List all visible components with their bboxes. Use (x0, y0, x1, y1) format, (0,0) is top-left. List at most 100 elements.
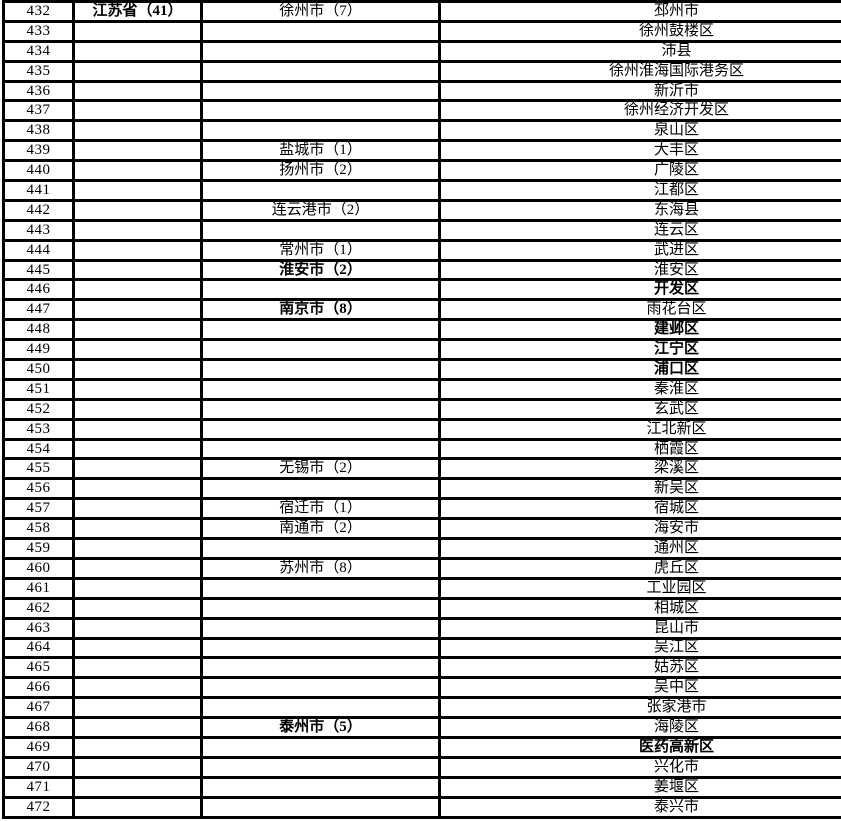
row-number-cell: 454 (2, 437, 75, 461)
cell-text: 玄武区 (653, 400, 699, 417)
district-cell: 张家港市 (438, 696, 841, 720)
table-row: 440 扬州市（2） 广陵区 (2, 159, 841, 183)
cell-text: 江都区 (653, 181, 699, 198)
district-cell: 秦淮区 (438, 377, 841, 401)
row-number-cell: 448 (2, 318, 75, 342)
city-cell: 宿迁市（1） (200, 497, 441, 521)
district-cell: 泰兴市 (438, 795, 841, 819)
table-row: 453 江北新区 (2, 417, 841, 441)
province-cell (72, 258, 203, 282)
row-number-cell: 434 (2, 39, 75, 63)
row-number-cell: 469 (2, 735, 75, 759)
table-row: 450 浦口区 (2, 358, 841, 381)
province-cell (72, 397, 203, 421)
province-cell (72, 656, 203, 680)
table-row: 454 栖霞区 (2, 437, 841, 461)
city-cell: 常州市（1） (200, 238, 441, 262)
city-cell: 连云港市（2） (200, 198, 441, 222)
table-row: 447 南京市（8） 雨花台区 (2, 298, 841, 322)
city-cell: 扬州市（2） (200, 159, 441, 183)
table-row: 444 常州市（1） 武进区 (2, 238, 841, 262)
district-cell: 吴中区 (438, 676, 841, 700)
cell-text: 433 (26, 22, 51, 39)
cell-text: 宿迁市（1） (279, 500, 362, 517)
province-cell (72, 119, 203, 143)
row-number-cell: 437 (2, 99, 75, 123)
row-number-cell: 438 (2, 119, 75, 143)
city-cell (200, 59, 441, 83)
province-cell (72, 437, 203, 461)
city-cell (200, 537, 441, 560)
row-number-cell: 458 (2, 517, 75, 541)
cell-text: 秦淮区 (653, 380, 699, 397)
province-cell (72, 377, 203, 401)
cell-text: 泰州市（5） (279, 719, 362, 735)
cell-text: 444 (26, 241, 51, 258)
cell-text: 徐州淮海国际港务区 (608, 62, 744, 79)
cell-text: 441 (26, 181, 51, 198)
province-cell (72, 616, 203, 640)
city-cell (200, 39, 441, 63)
city-cell (200, 636, 441, 660)
district-cell: 新沂市 (438, 79, 841, 103)
city-cell (200, 775, 441, 799)
district-cell: 海陵区 (438, 716, 841, 739)
district-cell: 吴江区 (438, 636, 841, 660)
cell-text: 常州市（1） (279, 241, 362, 258)
cell-text: 张家港市 (646, 699, 707, 716)
cell-text: 盐城市（1） (279, 142, 362, 159)
district-cell: 栖霞区 (438, 437, 841, 461)
cell-text: 458 (26, 520, 51, 537)
table-row: 436 新沂市 (2, 79, 841, 103)
cell-text: 栖霞区 (653, 440, 699, 457)
cell-text: 452 (26, 400, 51, 417)
cell-text: 开发区 (653, 281, 699, 298)
cell-text: 连云港市（2） (271, 201, 370, 218)
cell-text: 442 (26, 201, 51, 218)
district-cell: 医药高新区 (438, 735, 841, 759)
province-cell (72, 278, 203, 302)
row-number-cell: 432 (2, 0, 75, 23)
row-number-cell: 452 (2, 397, 75, 421)
row-number-cell: 471 (2, 775, 75, 799)
province-cell (72, 318, 203, 342)
province-cell (72, 358, 203, 381)
province-cell (72, 517, 203, 541)
table-row: 471 姜堰区 (2, 775, 841, 799)
cell-text: 455 (26, 460, 51, 477)
cell-text: 463 (26, 619, 51, 636)
row-number-cell: 462 (2, 596, 75, 620)
row-number-cell: 457 (2, 497, 75, 521)
row-number-cell: 470 (2, 755, 75, 779)
cell-text: 雨花台区 (646, 301, 707, 318)
cell-text: 437 (26, 102, 51, 119)
province-cell (72, 497, 203, 521)
city-cell (200, 696, 441, 720)
cell-text: 456 (26, 480, 51, 497)
province-cell (72, 79, 203, 103)
row-number-cell: 449 (2, 338, 75, 362)
row-number-cell: 461 (2, 576, 75, 600)
province-cell (72, 218, 203, 242)
cell-text: 通州区 (653, 539, 699, 556)
cell-text: 姑苏区 (653, 659, 699, 676)
cell-text: 东海县 (653, 201, 699, 218)
cell-text: 449 (26, 341, 51, 358)
row-number-cell: 436 (2, 79, 75, 103)
city-cell: 无锡市（2） (200, 457, 441, 481)
table-row: 433 徐州鼓楼区 (2, 19, 841, 43)
city-cell (200, 576, 441, 600)
table-row: 448 建邺区 (2, 318, 841, 342)
row-number-cell: 460 (2, 556, 75, 580)
cell-text: 460 (26, 559, 51, 576)
table-row: 456 新吴区 (2, 477, 841, 501)
province-cell (72, 59, 203, 83)
cell-text: 432 (26, 2, 51, 19)
row-number-cell: 445 (2, 258, 75, 282)
province-cell (72, 19, 203, 43)
district-cell: 开发区 (438, 278, 841, 302)
table-row: 461 工业园区 (2, 576, 841, 600)
cell-text: 450 (26, 360, 51, 377)
